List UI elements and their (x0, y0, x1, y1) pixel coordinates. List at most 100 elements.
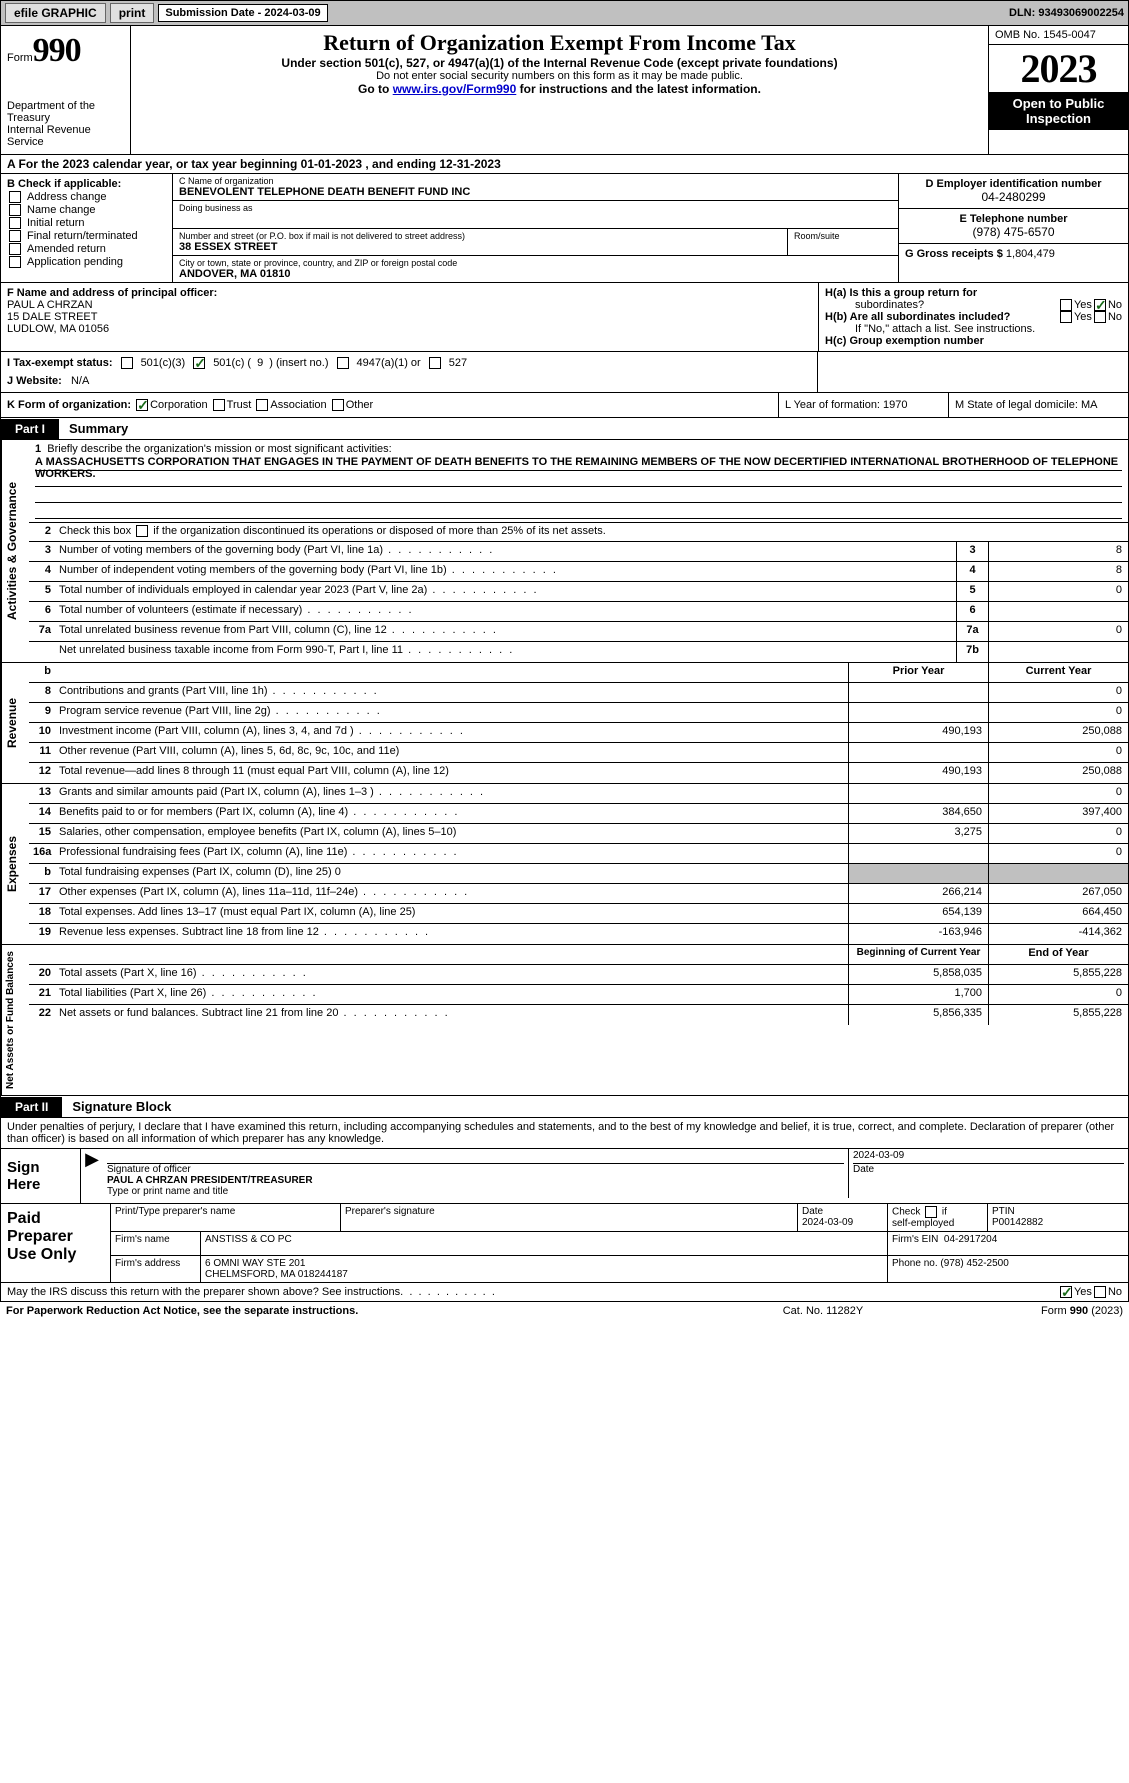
lbl-assn: Association (270, 399, 326, 411)
p15: 3,275 (848, 824, 988, 843)
print-btn[interactable]: print (110, 3, 155, 23)
firm-addr1: 6 OMNI WAY STE 201 (205, 1258, 883, 1269)
chk-discuss-yes[interactable] (1060, 1286, 1072, 1298)
chk-discuss-no[interactable] (1094, 1286, 1106, 1298)
vlabel-revenue: Revenue (1, 663, 29, 783)
c18: 664,450 (988, 904, 1128, 923)
hdr-begin-year: Beginning of Current Year (848, 945, 988, 964)
chk-corp[interactable] (136, 399, 148, 411)
lbl-app-pending: Application pending (27, 256, 123, 268)
ein-lab: D Employer identification number (905, 178, 1122, 190)
phone-lab: Phone no. (892, 1258, 938, 1269)
firm-phone: (978) 452-2500 (940, 1258, 1008, 1269)
chk-527[interactable] (429, 357, 441, 369)
prep-date-lab: Date (802, 1206, 823, 1217)
chk-501c[interactable] (193, 357, 205, 369)
line-7b: Net unrelated business taxable income fr… (55, 642, 956, 662)
part-ii-tab: Part II (1, 1097, 62, 1117)
chk-final-return[interactable] (9, 230, 21, 242)
line-1: 1 Briefly describe the organization's mi… (29, 440, 1128, 522)
state-domicile: M State of legal domicile: MA (948, 393, 1128, 417)
501c-num: 9 (257, 357, 263, 369)
chk-501c3[interactable] (121, 357, 133, 369)
chk-name-change[interactable] (9, 204, 21, 216)
ha-lab: H(a) Is this a group return for (825, 287, 977, 299)
room-lab: Room/suite (794, 231, 840, 241)
chk-trust[interactable] (213, 399, 225, 411)
line-16b: Total fundraising expenses (Part IX, col… (55, 864, 848, 883)
lbl-4947: 4947(a)(1) or (357, 357, 421, 369)
line-19: Revenue less expenses. Subtract line 18 … (55, 924, 848, 944)
form-title: Return of Organization Exempt From Incom… (139, 30, 980, 56)
firm-addr2: CHELMSFORD, MA 018244187 (205, 1269, 883, 1280)
ein: 04-2480299 (905, 190, 1122, 204)
part-i-title: Summary (59, 418, 138, 439)
p18: 654,139 (848, 904, 988, 923)
efile-btn[interactable]: efile GRAPHIC (5, 3, 106, 23)
preparer-area: Paid Preparer Use Only Print/Type prepar… (0, 1204, 1129, 1283)
goto-link[interactable]: www.irs.gov/Form990 (393, 82, 517, 96)
form-org-lab: K Form of organization: (7, 399, 131, 411)
line-6: Total number of volunteers (estimate if … (55, 602, 956, 621)
c22: 5,855,228 (988, 1005, 1128, 1025)
line-18: Total expenses. Add lines 13–17 (must eq… (55, 904, 848, 923)
form-label: Form (7, 52, 33, 64)
hb-lab: H(b) Are all subordinates included? (825, 311, 1010, 323)
val-7b (988, 642, 1128, 662)
line-8: Contributions and grants (Part VIII, lin… (55, 683, 848, 702)
chk-hb-yes[interactable] (1060, 311, 1072, 323)
ssn-note: Do not enter social security numbers on … (139, 70, 980, 82)
ptin-lab: PTIN (992, 1206, 1015, 1217)
chk-initial-return[interactable] (9, 217, 21, 229)
line-22: Net assets or fund balances. Subtract li… (55, 1005, 848, 1025)
line-3: Number of voting members of the governin… (55, 542, 956, 561)
c9: 0 (988, 703, 1128, 722)
chk-amended[interactable] (9, 243, 21, 255)
box-h: H(a) Is this a group return for subordin… (818, 283, 1128, 351)
sign-date-lab: Date (853, 1164, 1124, 1175)
gross-receipts: 1,804,479 (1006, 248, 1055, 260)
arrow-icon: ▶ (81, 1149, 103, 1198)
vlabel-netassets: Net Assets or Fund Balances (1, 945, 29, 1095)
c10: 250,088 (988, 723, 1128, 742)
lbl-address-change: Address change (27, 191, 107, 203)
chk-assn[interactable] (256, 399, 268, 411)
chk-ha-no[interactable] (1094, 299, 1106, 311)
box-b: B Check if applicable: Address change Na… (1, 174, 173, 282)
line-11: Other revenue (Part VIII, column (A), li… (55, 743, 848, 762)
line-5: Total number of individuals employed in … (55, 582, 956, 601)
chk-other[interactable] (332, 399, 344, 411)
summary-netassets: Net Assets or Fund Balances Beginning of… (0, 945, 1129, 1096)
chk-ha-yes[interactable] (1060, 299, 1072, 311)
lbl-corp: Corporation (150, 399, 207, 411)
lbl-527: 527 (449, 357, 467, 369)
box-b-label: B Check if applicable: (7, 178, 166, 190)
type-print-lab: Type or print name and title (107, 1186, 844, 1197)
p13 (848, 784, 988, 803)
hb-note: If "No," attach a list. See instructions… (825, 323, 1122, 335)
chk-4947[interactable] (337, 357, 349, 369)
hdr-prior-year: Prior Year (848, 663, 988, 682)
form-subtitle: Under section 501(c), 527, or 4947(a)(1)… (139, 56, 980, 70)
chk-line2[interactable] (136, 525, 148, 537)
open-public: Open to PublicInspection (989, 92, 1128, 130)
org-name: BENEVOLENT TELEPHONE DEATH BENEFIT FUND … (179, 186, 892, 198)
chk-address-change[interactable] (9, 191, 21, 203)
p10: 490,193 (848, 723, 988, 742)
info-grid: B Check if applicable: Address change Na… (0, 174, 1129, 283)
cat-no: Cat. No. 11282Y (723, 1305, 923, 1317)
row-i-j: I Tax-exempt status: 501(c)(3) 501(c) (9… (0, 352, 1129, 393)
c17: 267,050 (988, 884, 1128, 903)
chk-app-pending[interactable] (9, 256, 21, 268)
val-7a: 0 (988, 622, 1128, 641)
chk-self-emp[interactable] (925, 1206, 937, 1218)
chk-hb-no[interactable] (1094, 311, 1106, 323)
dept-treasury: Department of the Treasury (7, 100, 124, 124)
part-i-tab: Part I (1, 419, 59, 439)
goto-pre: Go to (358, 82, 393, 96)
irs: Internal Revenue Service (7, 124, 124, 148)
sig-officer-lab: Signature of officer (107, 1164, 844, 1175)
header-left: Form990 Department of the Treasury Inter… (1, 26, 131, 154)
firm-addr-lab: Firm's address (111, 1256, 201, 1282)
part-ii-header: Part II Signature Block (0, 1096, 1129, 1118)
